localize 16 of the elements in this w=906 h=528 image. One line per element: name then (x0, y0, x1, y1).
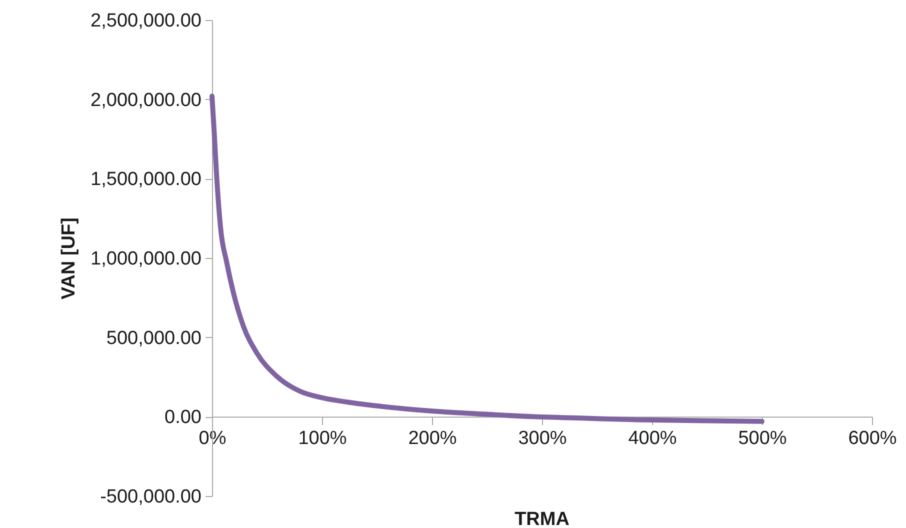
x-axis-title: TRMA (514, 509, 570, 528)
y-tick-label: 1,500,000.00 (90, 169, 202, 190)
y-tick-label: 0.00 (164, 407, 202, 428)
x-tick-label: 200% (408, 428, 457, 450)
y-tick-label: 500,000.00 (106, 328, 202, 349)
x-tick-label: 300% (518, 428, 567, 450)
y-tick-label: 2,000,000.00 (90, 90, 202, 111)
y-axis-title: VAN [UF] (58, 218, 80, 300)
x-tick-label: 400% (628, 428, 677, 450)
y-tick-label: -500,000.00 (100, 486, 202, 508)
x-tick-label: 600% (848, 428, 897, 450)
x-tick-label: 0% (198, 428, 226, 450)
y-tick-label: 2,500,000.00 (90, 10, 202, 32)
x-tick-label: 100% (298, 428, 347, 450)
y-tick-label: 1,000,000.00 (90, 248, 202, 270)
x-tick-label: 500% (738, 428, 787, 450)
